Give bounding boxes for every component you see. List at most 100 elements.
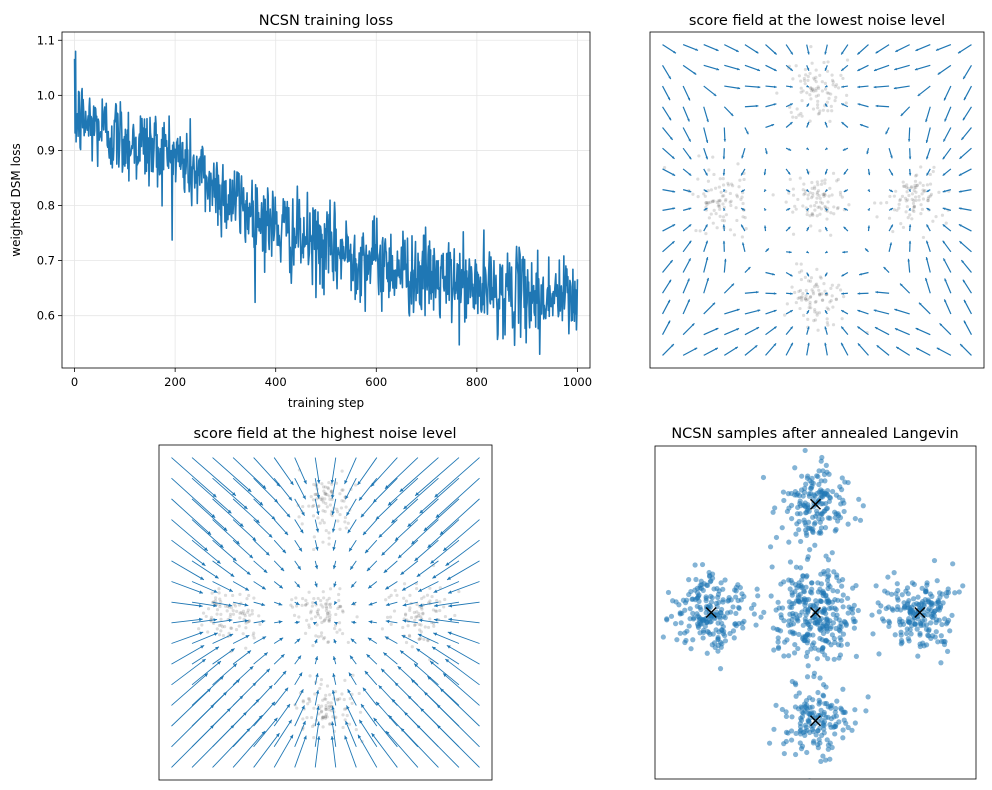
- data-point: [307, 504, 311, 508]
- score-arrowhead: [258, 715, 263, 719]
- score-arrowhead: [351, 601, 356, 605]
- score-arrowhead: [704, 208, 708, 211]
- score-arrowhead: [282, 549, 286, 554]
- sample-point: [816, 530, 822, 536]
- data-point: [402, 582, 407, 586]
- data-point: [392, 609, 397, 613]
- data-point: [310, 604, 315, 608]
- sample-point: [686, 577, 692, 583]
- sample-point: [809, 483, 815, 489]
- data-point: [409, 615, 414, 620]
- score-arrowhead: [787, 189, 791, 192]
- data-point: [707, 216, 711, 220]
- score-arrowhead: [667, 97, 671, 101]
- data-point: [820, 179, 824, 183]
- data-point: [809, 196, 814, 200]
- data-point: [726, 183, 731, 187]
- sample-point: [792, 680, 798, 686]
- data-point: [318, 521, 322, 525]
- data-point: [800, 295, 804, 299]
- data-point: [316, 613, 321, 617]
- sample-point: [793, 598, 800, 604]
- score-arrowhead: [688, 173, 692, 176]
- score-arrowhead: [430, 661, 434, 665]
- data-point: [815, 180, 819, 184]
- score-arrowhead: [371, 733, 376, 738]
- score-arrowhead: [239, 523, 244, 527]
- score-arrow: [171, 498, 212, 536]
- score-arrowhead: [687, 278, 690, 282]
- score-arrow: [423, 498, 460, 532]
- score-arrow: [232, 650, 252, 665]
- sample-point: [817, 635, 823, 642]
- data-point: [837, 283, 841, 287]
- data-point: [235, 609, 239, 613]
- score-arrowhead: [330, 494, 335, 499]
- data-point: [201, 611, 206, 615]
- score-arrowhead: [754, 345, 758, 348]
- score-arrowhead: [447, 631, 452, 635]
- sample-point: [706, 629, 712, 636]
- score-arrowhead: [331, 689, 336, 694]
- data-point: [808, 119, 812, 123]
- sample-point: [802, 728, 808, 735]
- score-arrow: [171, 560, 205, 581]
- score-arrowhead: [843, 226, 847, 230]
- sample-point: [783, 709, 789, 715]
- data-point: [814, 87, 818, 91]
- sample-point: [827, 756, 833, 762]
- sample-point: [808, 646, 814, 652]
- data-point: [322, 619, 326, 623]
- sample-point: [837, 515, 844, 521]
- score-arrow: [360, 703, 378, 727]
- sample-point: [825, 568, 831, 574]
- data-point: [327, 619, 331, 623]
- score-arrow: [957, 44, 972, 54]
- data-point: [744, 227, 748, 231]
- score-arrow: [413, 663, 439, 686]
- score-arrowhead: [439, 531, 444, 535]
- sample-point: [873, 583, 879, 589]
- sample-point: [700, 627, 707, 633]
- data-point: [328, 497, 332, 501]
- score-arrowhead: [926, 224, 929, 228]
- sample-point: [810, 697, 816, 703]
- center-x-marker: [705, 606, 717, 619]
- data-point: [420, 607, 424, 611]
- score-arrowhead: [908, 224, 912, 228]
- data-point: [311, 498, 316, 502]
- data-point: [325, 614, 329, 618]
- score-arrowhead: [787, 171, 791, 175]
- sample-point: [909, 580, 916, 586]
- data-point: [914, 198, 918, 203]
- data-point: [433, 609, 438, 613]
- score-arrow: [346, 705, 357, 727]
- score-arrowhead: [400, 650, 404, 654]
- sample-point: [733, 588, 739, 594]
- data-point: [443, 614, 448, 619]
- sample-point: [704, 615, 710, 621]
- score-arrow: [703, 127, 709, 144]
- score-arrowhead: [908, 156, 912, 160]
- data-point: [340, 488, 344, 492]
- sample-point: [694, 603, 700, 609]
- score-arrowhead: [672, 207, 676, 210]
- score-arrowhead: [400, 571, 405, 575]
- score-arrow: [857, 342, 869, 356]
- sample-point: [794, 616, 800, 622]
- data-point: [328, 587, 333, 591]
- sample-point: [922, 617, 928, 623]
- data-point: [415, 614, 419, 619]
- sample-point: [810, 728, 816, 735]
- data-point: [316, 504, 320, 509]
- data-point: [798, 306, 802, 311]
- loss-x-tick-label: 600: [365, 375, 387, 389]
- sample-point: [876, 651, 882, 657]
- sample-point: [677, 630, 683, 636]
- data-point: [809, 306, 813, 310]
- score-arrowhead: [773, 85, 777, 89]
- score-arrow: [959, 343, 972, 356]
- sample-point: [810, 632, 816, 638]
- score-arrowhead: [261, 602, 266, 607]
